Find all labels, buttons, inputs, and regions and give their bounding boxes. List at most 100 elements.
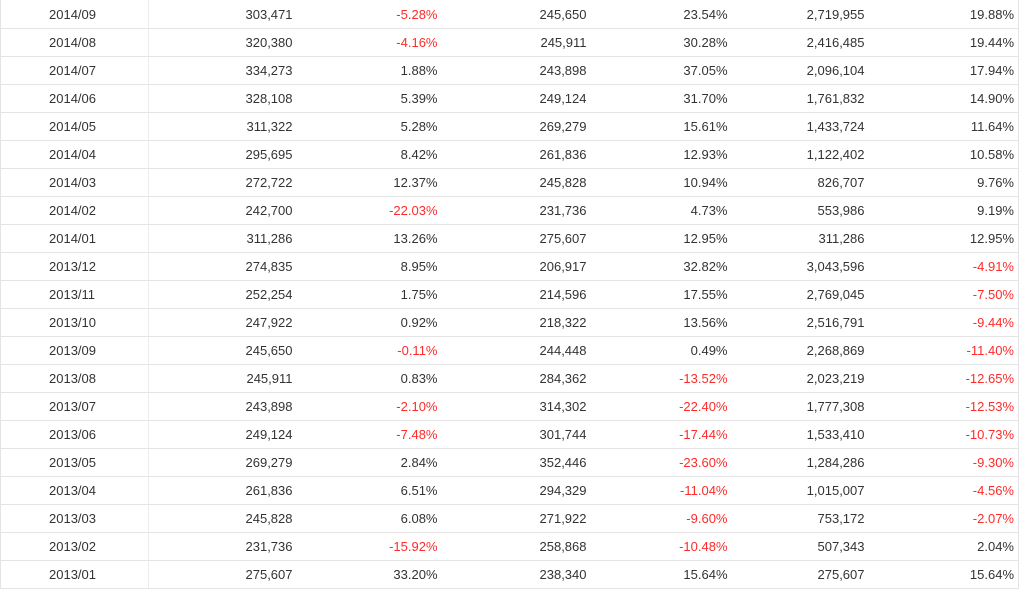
prev-year-value-cell: 245,828 (441, 168, 587, 197)
yoy-change-cell: 10.94% (586, 168, 732, 197)
prev-year-value-cell: 269,279 (441, 112, 587, 141)
cumulative-change-cell: -12.65% (878, 364, 1019, 393)
table-row: 2014/04 295,695 8.42% 261,836 12.93% 1,122,40… (0, 140, 1019, 169)
value-cell: 275,607 (148, 560, 301, 589)
cumulative-cell: 2,023,219 (731, 364, 879, 393)
month-cell: 2013/10 (0, 308, 149, 337)
month-cell: 2014/02 (0, 196, 149, 225)
prev-year-value-cell: 231,736 (441, 196, 587, 225)
mom-change-cell: 5.28% (300, 112, 442, 141)
yoy-change-cell: 30.28% (586, 28, 732, 57)
prev-year-value-cell: 206,917 (441, 252, 587, 281)
table-row: 2014/08 320,380 -4.16% 245,911 30.28% 2,416,4… (0, 28, 1019, 57)
month-cell: 2014/03 (0, 168, 149, 197)
yoy-change-cell: 13.56% (586, 308, 732, 337)
mom-change-cell: 13.26% (300, 224, 442, 253)
prev-year-value-cell: 314,302 (441, 392, 587, 421)
value-cell: 272,722 (148, 168, 301, 197)
cumulative-cell: 553,986 (731, 196, 879, 225)
value-cell: 311,286 (148, 224, 301, 253)
table-row: 2013/06 249,124 -7.48% 301,744 -17.44% 1,533,… (0, 420, 1019, 449)
month-cell: 2013/06 (0, 420, 149, 449)
month-cell: 2013/08 (0, 364, 149, 393)
table-row: 2013/11 252,254 1.75% 214,596 17.55% 2,769,04… (0, 280, 1019, 309)
prev-year-value-cell: 284,362 (441, 364, 587, 393)
prev-year-value-cell: 261,836 (441, 140, 587, 169)
prev-year-value-cell: 218,322 (441, 308, 587, 337)
yoy-change-cell: -23.60% (586, 448, 732, 477)
mom-change-cell: 8.42% (300, 140, 442, 169)
table-row: 2014/01 311,286 13.26% 275,607 12.95% 311,286… (0, 224, 1019, 253)
prev-year-value-cell: 238,340 (441, 560, 587, 589)
prev-year-value-cell: 271,922 (441, 504, 587, 533)
value-cell: 252,254 (148, 280, 301, 309)
yoy-change-cell: -13.52% (586, 364, 732, 393)
month-cell: 2013/12 (0, 252, 149, 281)
prev-year-value-cell: 245,911 (441, 28, 587, 57)
table-row: 2014/03 272,722 12.37% 245,828 10.94% 826,707… (0, 168, 1019, 197)
yoy-change-cell: 15.61% (586, 112, 732, 141)
cumulative-change-cell: -10.73% (878, 420, 1019, 449)
yoy-change-cell: 32.82% (586, 252, 732, 281)
prev-year-value-cell: 249,124 (441, 84, 587, 113)
prev-year-value-cell: 275,607 (441, 224, 587, 253)
mom-change-cell: 0.83% (300, 364, 442, 393)
cumulative-change-cell: 11.64% (878, 112, 1019, 141)
table-row: 2013/02 231,736 -15.92% 258,868 -10.48% 507,3… (0, 532, 1019, 561)
mom-change-cell: 6.08% (300, 504, 442, 533)
cumulative-change-cell: 9.76% (878, 168, 1019, 197)
cumulative-change-cell: 2.04% (878, 532, 1019, 561)
mom-change-cell: 6.51% (300, 476, 442, 505)
table-row: 2013/08 245,911 0.83% 284,362 -13.52% 2,023,2… (0, 364, 1019, 393)
month-cell: 2014/08 (0, 28, 149, 57)
mom-change-cell: -22.03% (300, 196, 442, 225)
month-cell: 2013/07 (0, 392, 149, 421)
mom-change-cell: 5.39% (300, 84, 442, 113)
table-row: 2013/04 261,836 6.51% 294,329 -11.04% 1,015,0… (0, 476, 1019, 505)
yoy-change-cell: -11.04% (586, 476, 732, 505)
value-cell: 320,380 (148, 28, 301, 57)
mom-change-cell: 0.92% (300, 308, 442, 337)
mom-change-cell: -5.28% (300, 0, 442, 29)
cumulative-change-cell: -11.40% (878, 336, 1019, 365)
yoy-change-cell: -17.44% (586, 420, 732, 449)
mom-change-cell: -7.48% (300, 420, 442, 449)
cumulative-cell: 826,707 (731, 168, 879, 197)
cumulative-cell: 275,607 (731, 560, 879, 589)
table-row: 2013/10 247,922 0.92% 218,322 13.56% 2,516,79… (0, 308, 1019, 337)
cumulative-change-cell: 19.44% (878, 28, 1019, 57)
yoy-change-cell: 0.49% (586, 336, 732, 365)
month-cell: 2014/07 (0, 56, 149, 85)
cumulative-change-cell: 14.90% (878, 84, 1019, 113)
value-cell: 242,700 (148, 196, 301, 225)
cumulative-change-cell: 17.94% (878, 56, 1019, 85)
mom-change-cell: 12.37% (300, 168, 442, 197)
cumulative-change-cell: 9.19% (878, 196, 1019, 225)
table-row: 2014/05 311,322 5.28% 269,279 15.61% 1,433,72… (0, 112, 1019, 141)
mom-change-cell: 8.95% (300, 252, 442, 281)
cumulative-change-cell: 10.58% (878, 140, 1019, 169)
cumulative-change-cell: 12.95% (878, 224, 1019, 253)
mom-change-cell: 1.88% (300, 56, 442, 85)
month-cell: 2013/01 (0, 560, 149, 589)
prev-year-value-cell: 352,446 (441, 448, 587, 477)
table-row: 2014/02 242,700 -22.03% 231,736 4.73% 553,986… (0, 196, 1019, 225)
prev-year-value-cell: 258,868 (441, 532, 587, 561)
month-cell: 2013/04 (0, 476, 149, 505)
month-cell: 2013/05 (0, 448, 149, 477)
table-row: 2014/07 334,273 1.88% 243,898 37.05% 2,096,10… (0, 56, 1019, 85)
cumulative-cell: 1,015,007 (731, 476, 879, 505)
yoy-change-cell: 23.54% (586, 0, 732, 29)
cumulative-cell: 311,286 (731, 224, 879, 253)
value-cell: 245,911 (148, 364, 301, 393)
cumulative-cell: 1,284,286 (731, 448, 879, 477)
cumulative-cell: 2,416,485 (731, 28, 879, 57)
prev-year-value-cell: 243,898 (441, 56, 587, 85)
cumulative-change-cell: 15.64% (878, 560, 1019, 589)
month-cell: 2014/05 (0, 112, 149, 141)
yoy-change-cell: 17.55% (586, 280, 732, 309)
mom-change-cell: -4.16% (300, 28, 442, 57)
yoy-change-cell: 15.64% (586, 560, 732, 589)
table-row: 2014/09 303,471 -5.28% 245,650 23.54% 2,719,9… (0, 0, 1019, 29)
